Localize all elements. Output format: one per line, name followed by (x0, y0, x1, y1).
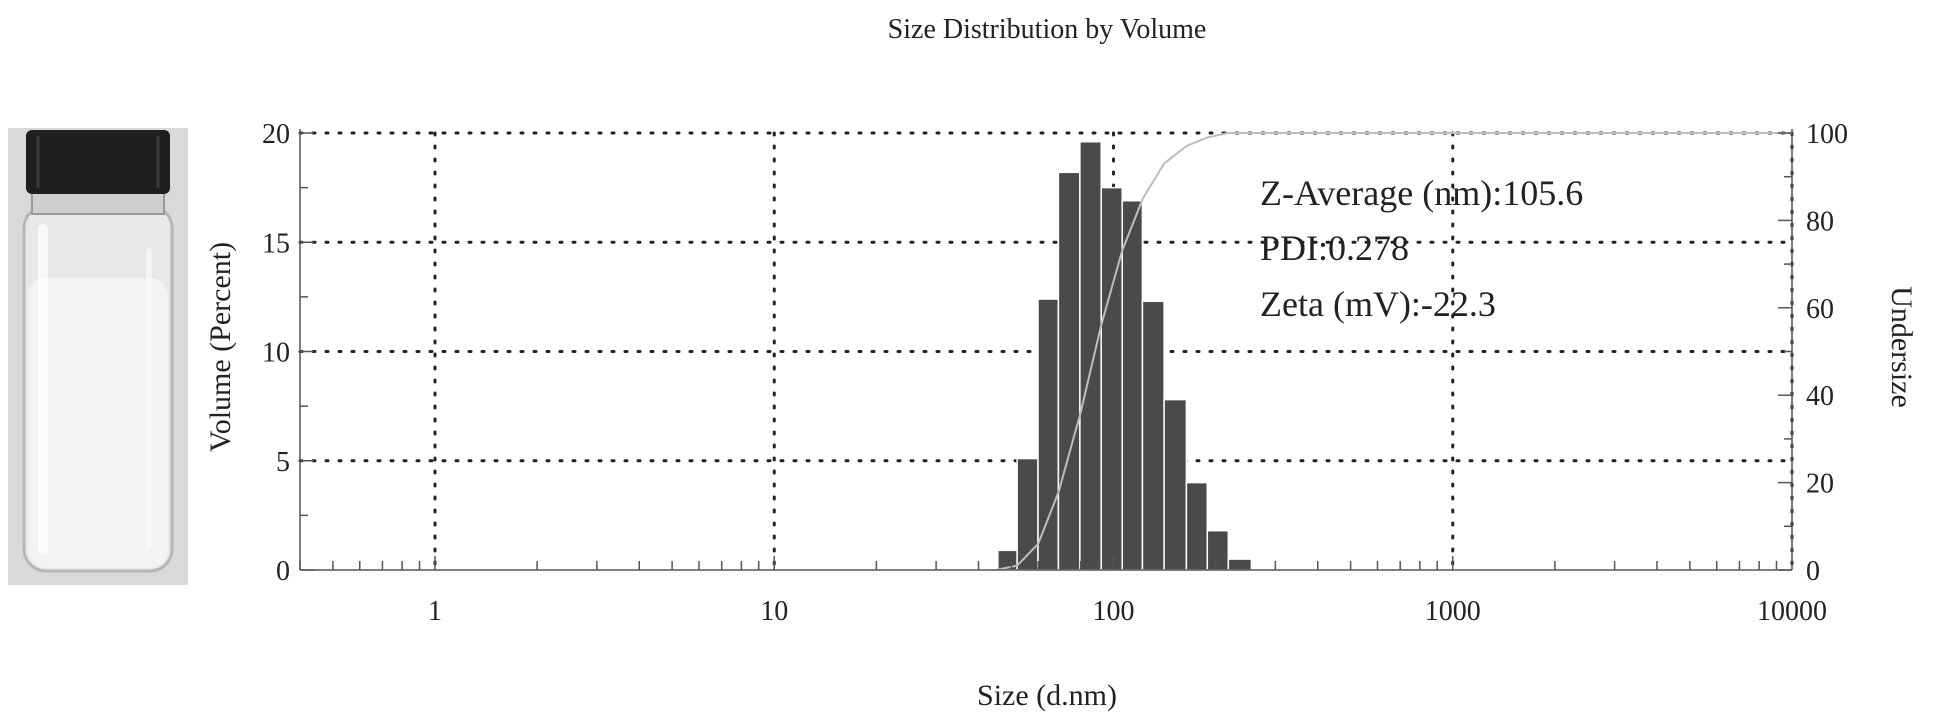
y2-tick-label: 100 (1806, 119, 1848, 150)
chart-title: Size Distribution by Volume (888, 14, 1207, 45)
undersize-curve-line (995, 132, 1792, 571)
x-axis-label: Size (d.nm) (977, 679, 1117, 712)
x-tick-label: 10000 (1757, 596, 1827, 627)
histogram-bar (1079, 140, 1102, 571)
y-tick-label: 20 (262, 119, 290, 150)
y2-tick-label: 80 (1806, 206, 1834, 237)
histogram-bar (1016, 457, 1039, 571)
x-tick-label: 1000 (1425, 596, 1481, 627)
chart-axes: 1 10 100 1000 10000 0 5 10 15 20 0 20 40 60 80 100 (262, 119, 1848, 627)
histogram-bar (1057, 171, 1081, 571)
histogram-bar (1206, 529, 1230, 571)
y-tick-label: 10 (262, 338, 290, 369)
histogram-bar (1100, 186, 1123, 571)
histogram-bar (1037, 298, 1060, 571)
histogram-bar (1163, 398, 1188, 571)
y2-tick-label: 40 (1806, 381, 1834, 412)
y-tick-label: 0 (276, 556, 290, 587)
y-tick-label: 15 (262, 228, 290, 259)
undersize-curve (995, 132, 1792, 571)
annotation-zeta: Zeta (mV):-22.3 (1260, 284, 1496, 324)
histogram-bar (1141, 300, 1165, 571)
x-tick-label: 10 (760, 596, 788, 627)
x-tick-label: 1 (428, 596, 442, 627)
sample-vial-photo (8, 128, 188, 585)
histogram-bar (1121, 199, 1144, 571)
histogram-bar (1227, 558, 1253, 571)
x-tick-label: 100 (1093, 596, 1135, 627)
y2-tick-label: 0 (1806, 556, 1820, 587)
annotation-z-average: Z-Average (nm):105.6 (1260, 173, 1583, 213)
y-tick-label: 5 (276, 447, 290, 478)
annotation-pdi: PDI:0.278 (1260, 228, 1409, 268)
y2-tick-label: 20 (1806, 469, 1834, 500)
y-axis-label: Volume (Percent) (204, 242, 237, 452)
y2-axis-label: Undersize (1885, 286, 1918, 408)
y2-tick-label: 60 (1806, 294, 1834, 325)
histogram-bar (1185, 481, 1209, 571)
chart-bars (997, 140, 1253, 571)
